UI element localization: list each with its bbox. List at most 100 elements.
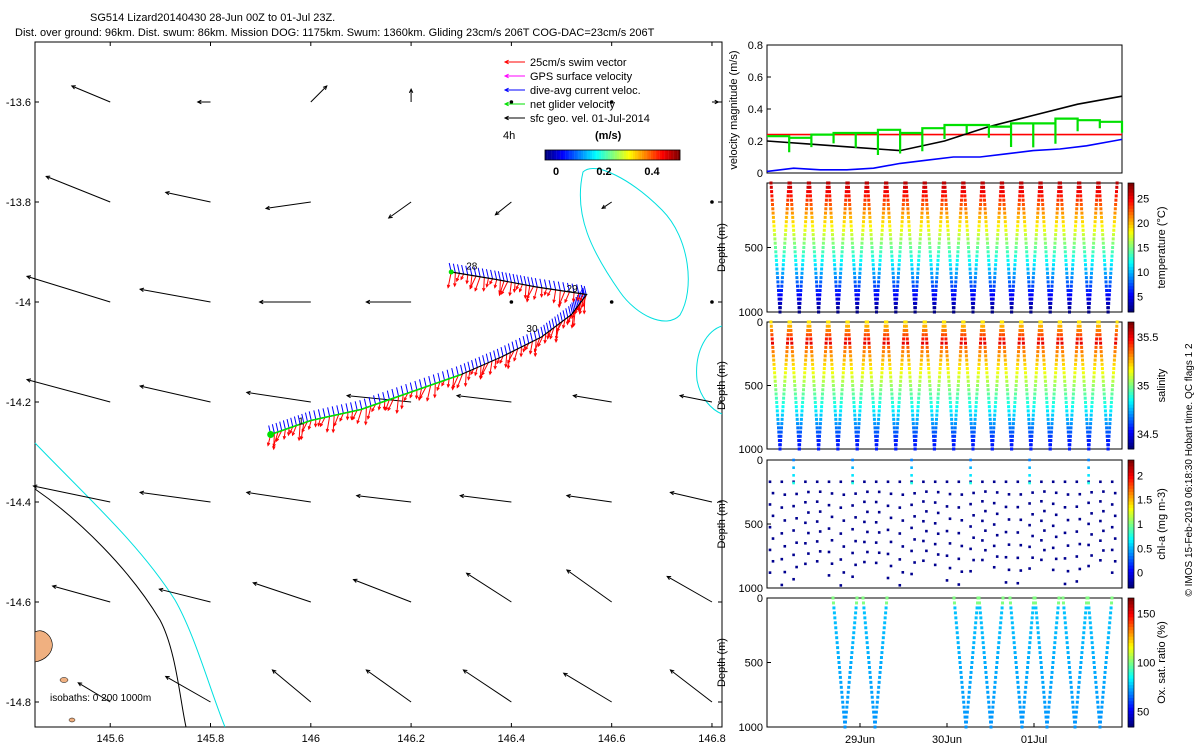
chl-profile-point <box>933 480 937 484</box>
temperature-profile-point <box>912 297 916 301</box>
salinity-profile-point <box>925 345 929 349</box>
salinity-profile-point <box>889 384 893 387</box>
salinity-profile-point <box>955 400 959 404</box>
chl-profile-point <box>910 481 913 485</box>
temperature-profile-point <box>856 301 860 305</box>
dac-vector <box>451 368 455 378</box>
temperature-profile-point <box>792 237 796 241</box>
salinity-profile-point <box>1062 371 1066 375</box>
temperature-profile-point <box>933 306 937 310</box>
oxygen-profile-point <box>1050 670 1054 674</box>
temperature-profile-point <box>1079 203 1083 206</box>
salinity-profile-point <box>831 371 834 375</box>
salinity-profile-point <box>1034 375 1038 379</box>
oxygen-profile-point <box>1077 680 1081 684</box>
swim-vector-head <box>366 415 371 420</box>
salinity-colorbar-cell <box>1128 363 1134 367</box>
salinity-profile-point <box>859 396 863 400</box>
salinity-profile-point <box>1044 392 1048 396</box>
temperature-profile-point <box>969 280 973 284</box>
salinity-profile-point <box>1008 430 1012 434</box>
salinity-profile-point <box>902 328 906 332</box>
oxygen-colorbar-cell <box>1128 720 1134 725</box>
salinity-profile-point <box>957 371 961 375</box>
temperature-profile-point <box>799 284 803 288</box>
oxygen-profile-point <box>1013 646 1017 650</box>
swim-vector <box>556 321 563 332</box>
salinity-profile-point <box>897 400 901 404</box>
temperature-profile-point <box>1115 190 1118 194</box>
oxygen-colorbar-cell <box>1128 633 1134 638</box>
swim-vector-head <box>333 422 337 427</box>
salinity-profile-point <box>992 422 996 426</box>
chl-profile-point <box>830 538 834 542</box>
temperature-profile-point <box>1046 276 1050 280</box>
oxygen-profile-point <box>1027 646 1031 650</box>
oxygen-profile-point <box>1043 705 1047 709</box>
temperature-profile-point <box>946 224 950 228</box>
oxygen-profile-point <box>981 636 985 640</box>
legend-colorbar-cell <box>583 150 586 160</box>
salinity-profile-point <box>1023 362 1027 366</box>
salinity-profile-point <box>783 371 787 375</box>
salinity-profile-point <box>820 396 824 400</box>
chl-profile-point <box>1063 531 1067 535</box>
salinity-profile-point <box>1024 375 1028 379</box>
temperature-profile-point <box>904 181 908 185</box>
temperature-profile-point <box>1055 211 1059 215</box>
isobath-1000m-edge <box>696 325 723 415</box>
temperature-profile-point <box>1093 228 1096 232</box>
temperature-profile-point <box>1024 233 1027 237</box>
chl-profile-point <box>863 500 866 504</box>
oxygen-profile-point <box>952 601 956 605</box>
temperature-profile-point <box>916 267 920 271</box>
oxygen-profile-point <box>850 646 854 650</box>
temperature-profile-point <box>914 297 918 301</box>
temperature-profile-point <box>1031 276 1035 280</box>
salinity-profile-point <box>957 367 961 371</box>
temperature-profile-point <box>1089 276 1093 280</box>
oxygen-profile-point <box>1076 695 1080 699</box>
salinity-profile-point <box>823 354 827 358</box>
temperature-profile-point <box>858 271 862 275</box>
temperature-profile-point <box>1070 276 1074 280</box>
temperature-colorbar-cell <box>1128 299 1134 303</box>
salinity-profile-point <box>993 409 997 413</box>
temperature-profile-point <box>1025 258 1029 262</box>
legend-colorbar-cell <box>608 150 611 160</box>
chl-profile-point <box>1087 501 1090 505</box>
temperature-profile-point <box>996 228 1000 232</box>
sfc-velocity-arrow-head <box>565 569 571 574</box>
temperature-profile-point <box>888 228 892 232</box>
legend-colorbar-cell <box>650 150 654 160</box>
salinity-profile-point <box>1064 400 1068 404</box>
temperature-profile-point <box>883 194 887 198</box>
sfc-velocity-arrow-head <box>669 491 675 496</box>
chl-profile-point <box>957 480 961 484</box>
oxygen-profile-point <box>1051 656 1055 660</box>
temperature-profile-point <box>993 267 997 271</box>
swim-vector <box>346 412 349 420</box>
salinity-profile-point <box>814 409 818 413</box>
salinity-profile-point <box>1010 447 1014 451</box>
temperature-profile-point <box>1107 301 1111 305</box>
temperature-profile-point <box>936 263 940 267</box>
salinity-profile-point <box>818 422 822 426</box>
salinity-profile-point <box>819 413 823 417</box>
temperature-profile-point <box>1103 263 1107 267</box>
oxygen-profile-point <box>872 710 876 714</box>
temperature-profile-point <box>860 246 864 249</box>
track-day-label: 28 <box>466 262 478 273</box>
temperature-profile-point <box>1034 233 1038 237</box>
salinity-profile-point <box>814 413 818 417</box>
chl-profile-point <box>1016 581 1020 585</box>
salinity-profile-point <box>933 434 937 438</box>
salinity-profile-point <box>928 388 932 392</box>
glider-end-marker <box>267 431 275 438</box>
oxygen-profile-point <box>1053 641 1057 645</box>
temperature-profile-point <box>978 211 982 215</box>
temperature-profile-point <box>894 306 898 310</box>
oxygen-profile-point <box>882 626 886 630</box>
temperature-profile-point <box>805 198 809 202</box>
salinity-profile-point <box>921 337 925 341</box>
